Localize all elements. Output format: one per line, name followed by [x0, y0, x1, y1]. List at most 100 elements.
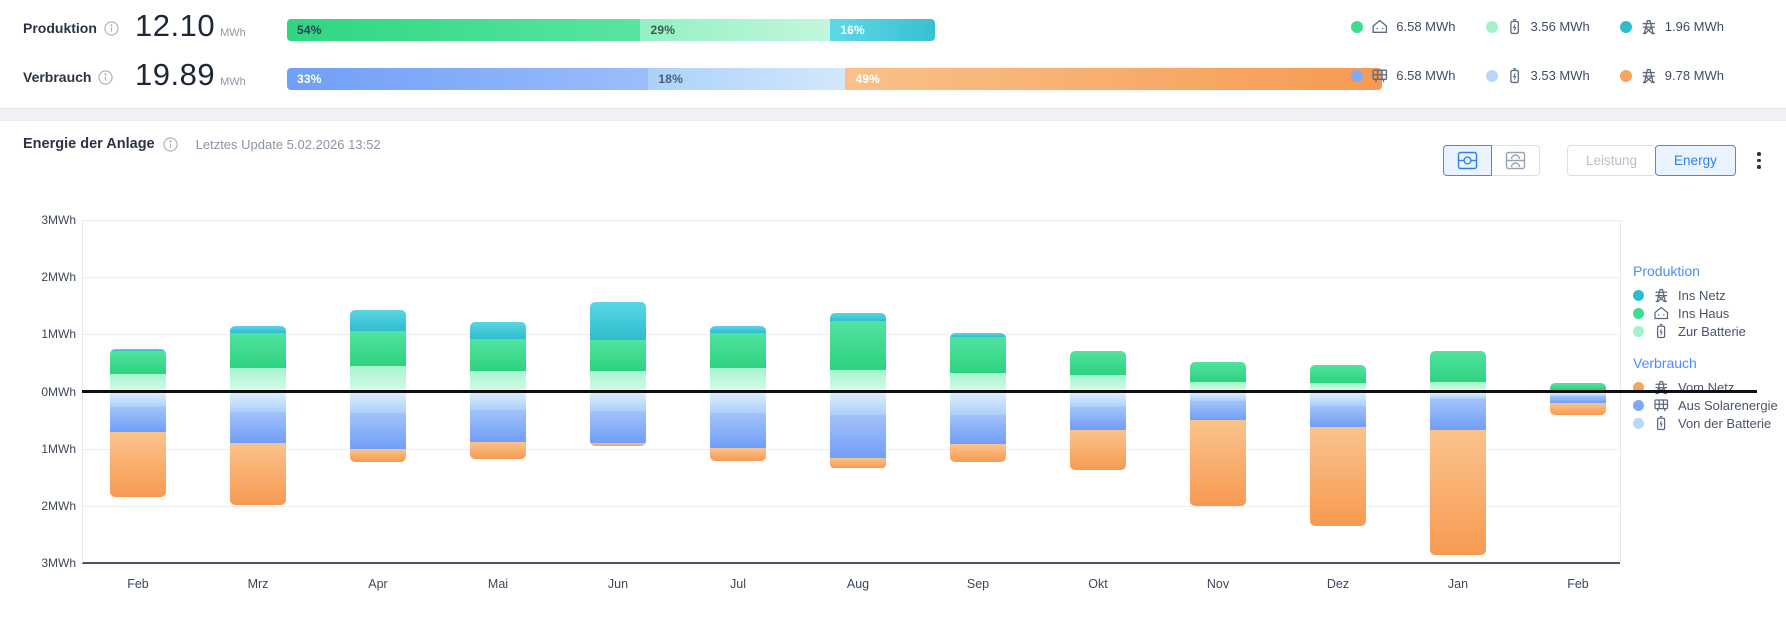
bar-segment-ins_netz	[590, 301, 646, 340]
chart-legend-item[interactable]: Von der Batterie	[1633, 415, 1771, 431]
bar-segment-aus_solarenergie	[110, 407, 166, 432]
kebab-menu-icon[interactable]	[1744, 145, 1774, 176]
chart-bar-production[interactable]	[590, 301, 646, 392]
chart-bar-consumption[interactable]	[1430, 393, 1486, 556]
summary-legend-item: 1.96 MWh	[1619, 18, 1724, 35]
consumption-amount: 19.89	[135, 57, 216, 92]
legend-value: 1.96 MWh	[1664, 19, 1724, 34]
chart-bar-production[interactable]	[1190, 362, 1246, 392]
chart-bar-production[interactable]	[1310, 364, 1366, 392]
pylon-icon	[1655, 288, 1667, 303]
bar-segment-ins_netz	[950, 333, 1006, 338]
production-label-group: Produktion	[23, 20, 119, 36]
chart-bar-consumption[interactable]	[590, 393, 646, 446]
gridline	[82, 220, 1620, 221]
chart-bar-consumption[interactable]	[1550, 393, 1606, 415]
summary-legend-item: 6.58 MWh	[1351, 67, 1456, 84]
bar-segment-zur-batterie: 29%	[640, 19, 831, 41]
bar-segment-aus-solarenergie: 33%	[287, 68, 649, 90]
chart-bar-production[interactable]	[110, 348, 166, 392]
bar-segment-ins-haus: 54%	[287, 19, 641, 41]
chart-bar-consumption[interactable]	[350, 393, 406, 462]
leistung-button[interactable]: Leistung	[1567, 145, 1657, 176]
y-axis-tick: 1MWh	[41, 327, 76, 342]
legend-label: Von der Batterie	[1678, 415, 1772, 431]
bar-segment-vom_netz	[350, 449, 406, 462]
chart-bar-production[interactable]	[710, 325, 766, 392]
gridline	[82, 277, 1620, 279]
chart-legend-item[interactable]: Ins Netz	[1633, 287, 1726, 303]
production-unit: MWh	[220, 27, 246, 39]
bar-segment-zur_batterie	[470, 371, 526, 392]
consumption-label: Verbrauch	[23, 69, 92, 85]
bar-segment-zur_batterie	[950, 372, 1006, 392]
chart-legend-item[interactable]: Aus Solarenergie	[1633, 397, 1778, 413]
panel-divider	[0, 108, 1786, 121]
chart-legend-item[interactable]: Zur Batterie	[1633, 323, 1746, 339]
x-axis-label: Feb	[1567, 577, 1589, 591]
production-amount: 12.10	[135, 8, 216, 43]
bar-segment-zur_batterie	[230, 368, 286, 392]
consumption-unit: MWh	[220, 76, 246, 88]
chart-bar-production[interactable]	[1430, 351, 1486, 392]
chart-bar-consumption[interactable]	[230, 393, 286, 505]
gridline	[82, 505, 1620, 507]
house-icon	[1654, 306, 1669, 320]
chart-legend-title-verbrauch: Verbrauch	[1633, 355, 1697, 371]
split-view-button[interactable]	[1491, 145, 1540, 176]
legend-value: 6.58 MWh	[1396, 68, 1456, 83]
bar-segment-ins_netz	[830, 312, 886, 322]
bar-segment-aus_solarenergie	[1430, 398, 1486, 430]
legend-color-dot	[1619, 69, 1632, 82]
bar-segment-vom_netz	[110, 431, 166, 497]
chart-bar-consumption[interactable]	[1070, 393, 1126, 470]
chart-bar-consumption[interactable]	[470, 393, 526, 460]
bar-segment-zur_batterie	[1310, 382, 1366, 392]
y-axis-tick: 2MWh	[41, 498, 76, 513]
chart-bar-production[interactable]	[1070, 350, 1126, 392]
bar-segment-ins_haus	[1550, 383, 1606, 391]
summary-legend-item: 3.53 MWh	[1485, 67, 1590, 84]
bar-segment-von_der_batterie	[1070, 393, 1126, 407]
chart-bar-consumption[interactable]	[710, 393, 766, 462]
battery-icon	[1656, 323, 1666, 339]
energy-button[interactable]: Energy	[1655, 145, 1736, 176]
combined-view-button[interactable]	[1443, 145, 1492, 176]
chart-bar-consumption[interactable]	[1310, 393, 1366, 527]
info-icon[interactable]	[163, 136, 178, 152]
legend-color-dot	[1633, 325, 1644, 337]
consumption-summary-row: Verbrauch 19.89 MWh 33% 18% 49% 6.58 MWh 3.…	[0, 57, 1786, 99]
chart-bar-consumption[interactable]	[830, 393, 886, 469]
chart-bar-production[interactable]	[230, 325, 286, 392]
bar-segment-von_der_batterie	[590, 393, 646, 412]
chart-bar-production[interactable]	[950, 333, 1006, 392]
bar-segment-vom_netz	[1550, 403, 1606, 415]
chart-legend-item[interactable]: Ins Haus	[1633, 305, 1729, 321]
bar-segment-vom_netz	[1430, 429, 1486, 556]
chart-bar-production[interactable]	[470, 322, 526, 392]
bar-segment-zur_batterie	[110, 373, 166, 392]
info-icon[interactable]	[104, 20, 119, 36]
bar-segment-zur_batterie	[1190, 382, 1246, 392]
bar-segment-aus_solarenergie	[590, 411, 646, 443]
chart-bar-production[interactable]	[350, 309, 406, 392]
x-axis-label: Jan	[1447, 577, 1469, 591]
x-axis-label: Mrz	[247, 577, 269, 591]
chart-bar-consumption[interactable]	[950, 393, 1006, 463]
bar-segment-ins_haus	[830, 321, 886, 370]
legend-color-dot	[1351, 69, 1364, 82]
bar-segment-ins_haus	[1310, 364, 1366, 383]
legend-color-dot	[1633, 417, 1644, 429]
view-toggle-group	[1443, 145, 1540, 176]
bar-segment-aus_solarenergie	[710, 413, 766, 448]
info-icon[interactable]	[98, 69, 114, 85]
bar-segment-zur_batterie	[710, 368, 766, 392]
bar-segment-vom_netz	[710, 447, 766, 462]
bar-segment-vom_netz	[590, 442, 646, 446]
pylon-icon	[1642, 68, 1655, 84]
y-axis-tick: 3MWh	[41, 556, 76, 570]
chart-bar-production[interactable]	[830, 312, 886, 392]
solar-panel-icon	[1654, 399, 1669, 412]
chart-bar-consumption[interactable]	[1190, 393, 1246, 507]
chart-bar-consumption[interactable]	[110, 393, 166, 497]
